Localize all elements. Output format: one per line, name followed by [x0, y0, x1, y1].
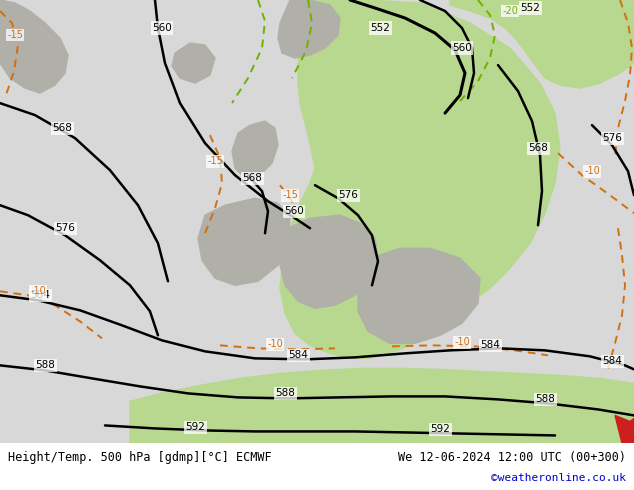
Text: 560: 560: [152, 23, 172, 33]
Text: 588: 588: [275, 389, 295, 398]
Polygon shape: [278, 0, 340, 58]
Text: 584: 584: [480, 341, 500, 350]
Text: -15: -15: [207, 156, 223, 166]
Text: -10: -10: [454, 337, 470, 347]
Text: 584: 584: [30, 290, 50, 300]
Text: 576: 576: [55, 223, 75, 233]
Text: -20: -20: [502, 6, 518, 16]
Polygon shape: [280, 0, 560, 358]
Text: We 12-06-2024 12:00 UTC (00+300): We 12-06-2024 12:00 UTC (00+300): [398, 451, 626, 464]
Text: -10: -10: [267, 340, 283, 349]
Text: 576: 576: [338, 190, 358, 200]
Text: 560: 560: [284, 206, 304, 216]
Text: 592: 592: [430, 424, 450, 435]
Text: ©weatheronline.co.uk: ©weatheronline.co.uk: [491, 473, 626, 483]
Text: 568: 568: [52, 123, 72, 133]
Polygon shape: [450, 0, 634, 88]
Text: 588: 588: [35, 360, 55, 370]
Text: -10: -10: [30, 286, 46, 296]
Polygon shape: [198, 198, 290, 285]
Text: 552: 552: [520, 3, 540, 13]
Polygon shape: [172, 43, 215, 83]
Text: 568: 568: [528, 143, 548, 153]
Text: -10: -10: [584, 166, 600, 176]
Text: -15: -15: [7, 30, 23, 40]
Text: 560: 560: [452, 43, 472, 53]
Text: -15: -15: [282, 190, 298, 200]
Text: 568: 568: [242, 173, 262, 183]
Text: 584: 584: [602, 356, 622, 367]
Polygon shape: [280, 215, 378, 308]
Text: 588: 588: [535, 394, 555, 404]
Text: 592: 592: [185, 422, 205, 433]
Text: 576: 576: [602, 133, 622, 143]
Polygon shape: [615, 416, 634, 443]
Text: Height/Temp. 500 hPa [gdmp][°C] ECMWF: Height/Temp. 500 hPa [gdmp][°C] ECMWF: [8, 451, 271, 464]
Polygon shape: [232, 121, 278, 178]
Text: 552: 552: [370, 23, 390, 33]
Text: 584: 584: [288, 350, 308, 360]
Polygon shape: [130, 368, 634, 443]
Polygon shape: [358, 248, 480, 343]
Polygon shape: [0, 0, 68, 93]
